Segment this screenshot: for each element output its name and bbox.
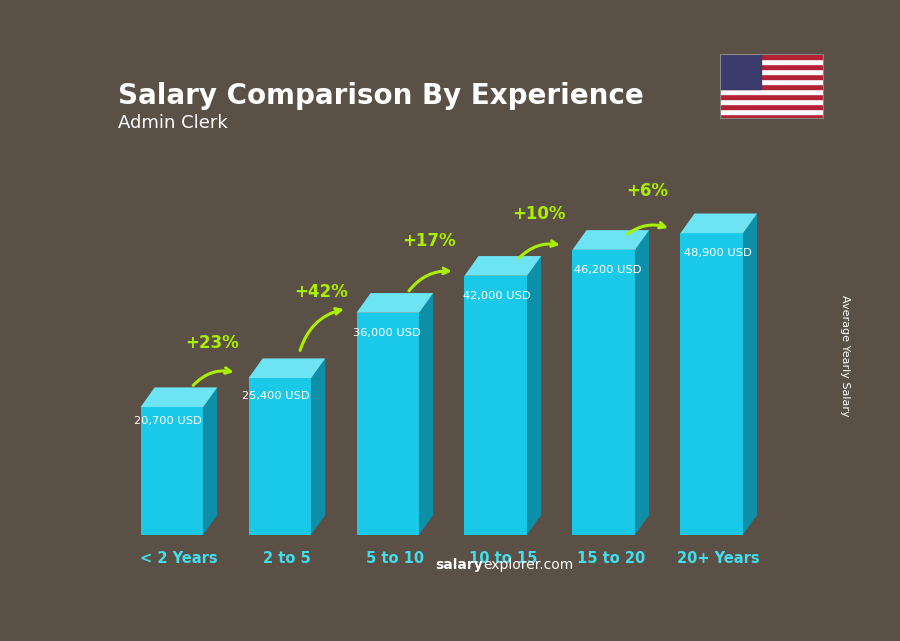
Text: +10%: +10% — [512, 204, 566, 223]
Bar — [720, 54, 761, 89]
Polygon shape — [203, 387, 217, 535]
Bar — [720, 109, 824, 113]
Polygon shape — [311, 358, 325, 535]
Polygon shape — [464, 276, 527, 535]
Polygon shape — [743, 213, 757, 535]
Text: 46,200 USD: 46,200 USD — [573, 265, 641, 275]
Text: < 2 Years: < 2 Years — [140, 551, 218, 566]
Polygon shape — [635, 230, 649, 535]
Bar — [720, 69, 824, 74]
Bar — [720, 60, 824, 64]
Text: explorer.com: explorer.com — [482, 558, 573, 572]
Polygon shape — [356, 313, 419, 535]
Polygon shape — [464, 256, 541, 276]
Polygon shape — [140, 387, 217, 407]
Text: 5 to 10: 5 to 10 — [365, 551, 424, 566]
Bar — [720, 54, 824, 60]
Polygon shape — [248, 358, 325, 378]
Text: +17%: +17% — [402, 232, 455, 250]
Bar — [720, 84, 824, 89]
Text: salary: salary — [435, 558, 482, 572]
Bar — [720, 94, 824, 99]
Bar — [720, 99, 824, 104]
Text: 15 to 20: 15 to 20 — [577, 551, 645, 566]
Bar — [720, 79, 824, 84]
Polygon shape — [419, 293, 433, 535]
Bar — [720, 64, 824, 69]
Text: Salary Comparison By Experience: Salary Comparison By Experience — [118, 82, 644, 110]
Text: +42%: +42% — [294, 283, 347, 301]
Polygon shape — [356, 293, 433, 313]
Bar — [720, 113, 824, 119]
Polygon shape — [572, 250, 635, 535]
Text: 10 to 15: 10 to 15 — [469, 551, 537, 566]
Polygon shape — [680, 233, 743, 535]
Text: +6%: +6% — [626, 183, 668, 201]
Text: Average Yearly Salary: Average Yearly Salary — [841, 295, 850, 417]
Text: 20,700 USD: 20,700 USD — [134, 416, 202, 426]
Polygon shape — [248, 378, 311, 535]
Bar — [720, 89, 824, 94]
Polygon shape — [680, 213, 757, 233]
Bar — [720, 104, 824, 109]
Text: +23%: +23% — [185, 333, 238, 352]
Text: 42,000 USD: 42,000 USD — [464, 291, 531, 301]
Text: 2 to 5: 2 to 5 — [263, 551, 310, 566]
Polygon shape — [527, 256, 541, 535]
Text: 48,900 USD: 48,900 USD — [684, 249, 752, 258]
Text: 20+ Years: 20+ Years — [678, 551, 760, 566]
Polygon shape — [140, 407, 203, 535]
Polygon shape — [572, 230, 649, 250]
Text: 25,400 USD: 25,400 USD — [242, 391, 310, 401]
Text: 36,000 USD: 36,000 USD — [354, 328, 421, 338]
Bar — [720, 74, 824, 79]
Text: Admin Clerk: Admin Clerk — [118, 115, 228, 133]
